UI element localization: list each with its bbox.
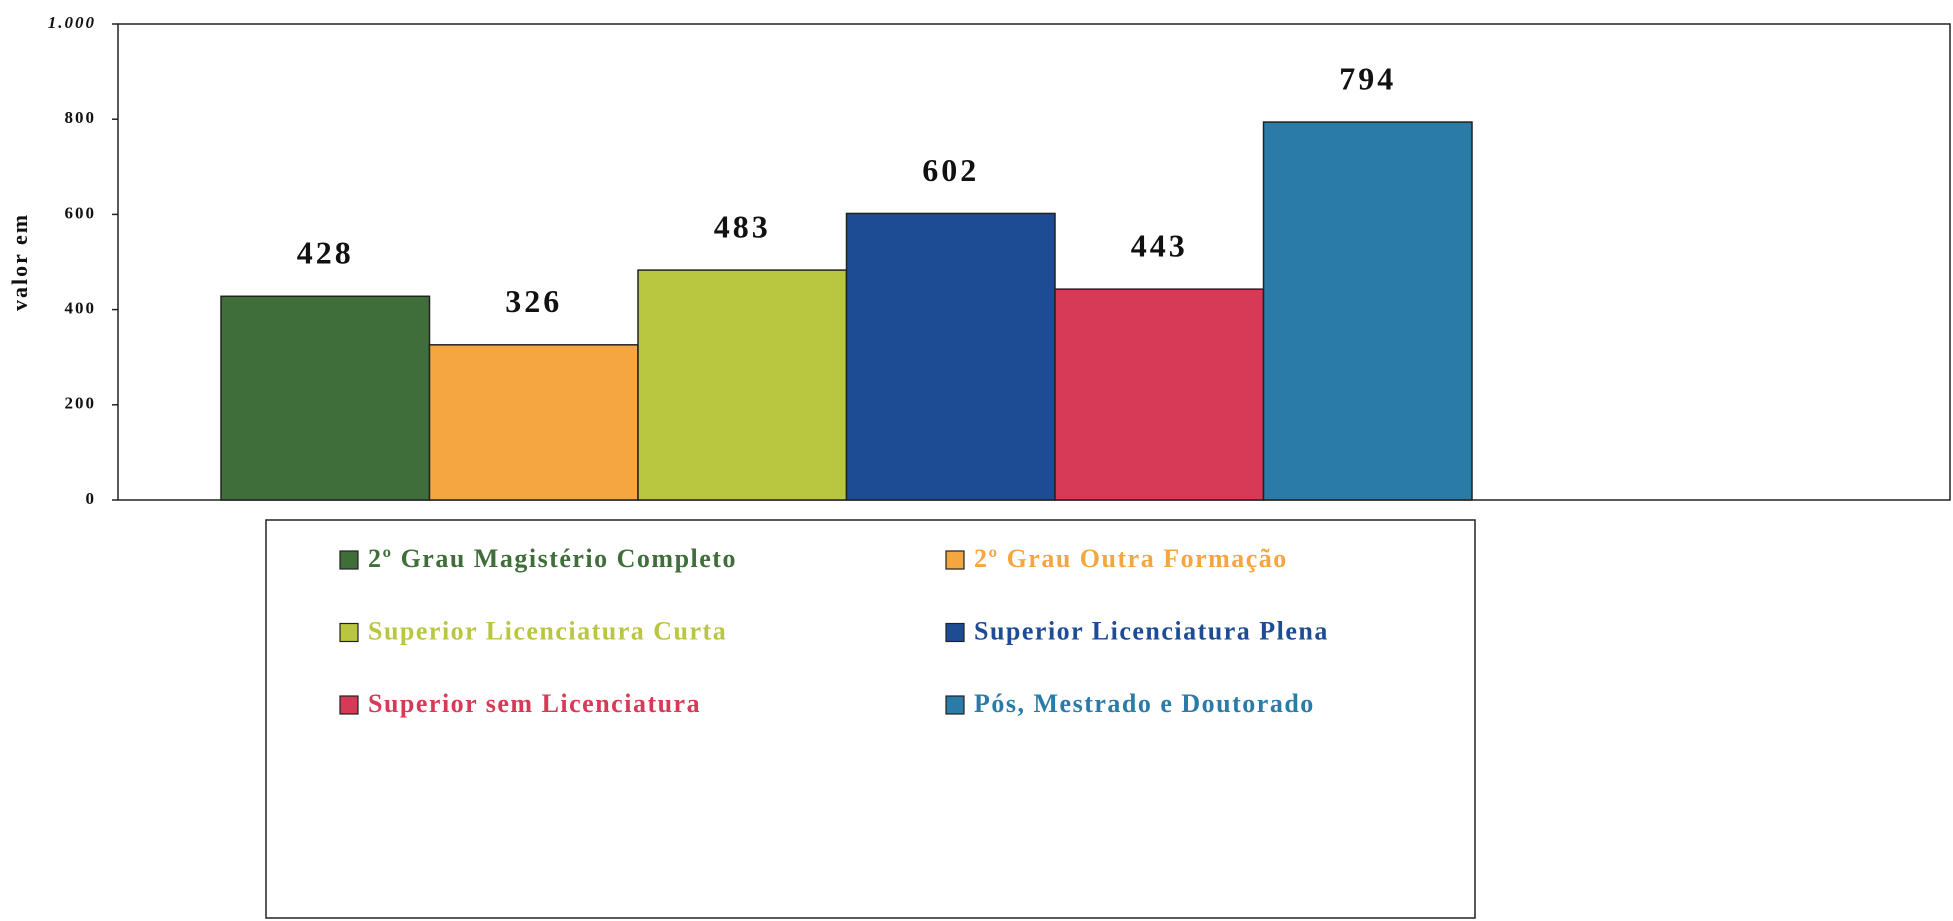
data-label: 443 [1131,227,1188,263]
y-tick-label: 800 [65,108,97,127]
legend-swatch [945,695,965,715]
y-axis-label: valor em [7,213,32,311]
data-label: 428 [297,235,354,271]
bar [1262,121,1473,501]
y-tick-label: 0 [86,489,97,508]
data-label: 326 [505,283,562,319]
y-tick-label: 600 [65,203,97,222]
y-tick-label: 200 [65,394,97,413]
data-label: 794 [1339,60,1396,96]
bar [428,344,639,501]
legend-swatch [339,550,359,570]
legend-swatch [945,622,965,643]
legend-swatch [339,622,359,643]
legend-label: Superior sem Licenciatura [368,689,701,718]
legend-label: Superior Licenciatura Plena [974,616,1329,645]
bar [1054,288,1265,501]
legend-label: Superior Licenciatura Curta [368,616,727,645]
bar [637,269,848,501]
data-label: 602 [922,152,979,188]
y-tick-label: 400 [65,299,97,318]
data-label: 483 [714,208,771,244]
legend-label: Pós, Mestrado e Doutorado [974,689,1315,718]
legend-label: 2º Grau Magistério Completo [368,544,737,573]
bar [220,295,431,501]
legend-box [265,519,1476,919]
bar [845,212,1056,501]
legend-label: 2º Grau Outra Formação [974,544,1288,573]
legend-swatch [945,550,965,570]
y-tick-label: 1.000 [48,13,96,32]
legend-swatch [339,695,359,715]
